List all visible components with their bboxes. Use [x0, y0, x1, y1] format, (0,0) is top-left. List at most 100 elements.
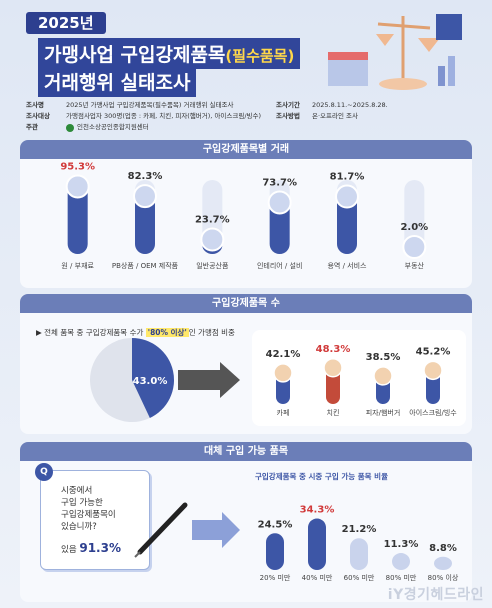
mini-bar-2 [448, 56, 455, 86]
survey-info: 조사명 2025년 가맹사업 구입강제품목(필수품목) 거래행위 실태조사 조사… [26, 100, 466, 133]
bar-icon [335, 184, 359, 209]
title-main: 가맹사업 구입강제품목 [44, 44, 226, 66]
substitute-chart-title: 구입강제품목 중 시중 구입 가능 품목 비율 [255, 472, 388, 481]
q-line4: 있습니까? [61, 522, 97, 532]
info-target-value: 가맹점사업자 300명(업종 : 카페, 치킨, 피자(햄버거), 아이스크림/… [66, 112, 262, 120]
section2-title: 구입강제품목 수 [20, 294, 472, 313]
title-line1: 가맹사업 구입강제품목(필수품목) [38, 38, 301, 69]
section-purchase-items: 구입강제품목별 거래 95.3% 원 / 부재료 82.3% PB상품 / OEM 제… [20, 140, 472, 288]
org-name-text: 인천소상공인종합지원센터 [77, 123, 149, 131]
bar-icon [402, 235, 427, 259]
chart-count: 43.0% 42.1% 카페 48.3% 치킨 38.5% 피자/햄버거 45.2% 아이스크림… [90, 330, 466, 426]
answer-yes: 있음 91.3% [61, 541, 121, 555]
bar-icon [133, 184, 157, 209]
q-line3: 구입강제품목이 [61, 510, 116, 520]
bar-icon [200, 227, 225, 252]
pen-icon [134, 502, 188, 558]
pie-slice [132, 338, 174, 419]
info-period-key: 조사기간 [276, 101, 300, 109]
bar [392, 553, 410, 570]
store-awning [328, 52, 368, 60]
org-logo-icon [66, 123, 74, 132]
box-icon [436, 14, 462, 40]
category-label: 용역 / 서비스 [327, 261, 367, 270]
value-label: 38.5% [366, 352, 401, 363]
category-label: 일반공산품 [196, 261, 229, 270]
info-period-value: 2025.8.11.~2025.8.28. [312, 101, 388, 109]
note-highlight: '80% 이상' [145, 328, 189, 337]
category-label: 인테리어 / 설비 [257, 261, 302, 270]
value-label: 11.3% [384, 539, 419, 550]
industry-icon [423, 360, 443, 381]
value-label: 81.7% [330, 172, 365, 183]
category-label: 40% 미만 [302, 573, 333, 582]
bar [337, 193, 357, 254]
arrow [192, 512, 240, 548]
mini-bar-1 [438, 66, 445, 86]
bar [135, 193, 155, 254]
value-label: 48.3% [316, 344, 351, 355]
category-label: 아이스크림/빙수 [409, 408, 457, 417]
question-box: Q 시중에서 구입 가능한 구입강제품목이 있습니까? 있음 91.3% [35, 463, 150, 570]
value-label: 24.5% [258, 519, 293, 530]
bar-icon [267, 190, 292, 215]
category-label: 80% 미만 [386, 573, 417, 582]
scale-pan-right [418, 38, 440, 52]
section3-title: 대체 구입 가능 품목 [20, 442, 472, 461]
bar [266, 533, 284, 570]
bar [67, 183, 88, 254]
store-icon [328, 58, 368, 86]
yes-value: 91.3% [79, 541, 121, 555]
category-label: 원 / 부재료 [61, 261, 94, 270]
bar-icon [65, 174, 90, 199]
info-org-key: 주관 [26, 123, 38, 131]
category-label: 부동산 [405, 261, 425, 270]
industry-icon [273, 363, 293, 383]
q-line1: 시중에서 [61, 486, 93, 496]
title-sub: (필수품목) [225, 47, 295, 65]
question-icon: Q [35, 463, 53, 481]
category-label: 피자/햄버거 [366, 408, 401, 417]
footer-logo: iY경기헤드라인 [387, 587, 484, 603]
industry-icon [323, 358, 343, 378]
category-label: 20% 미만 [260, 573, 291, 582]
note-post: 인 가맹점 비중 [188, 328, 235, 337]
value-label: 23.7% [195, 214, 230, 225]
category-label: 치킨 [327, 408, 340, 417]
category-label: 80% 이상 [428, 573, 459, 582]
chart-items: 95.3% 원 / 부재료 82.3% PB상품 / OEM 제작품 23.7% 일반공산… [60, 161, 428, 270]
header-illustration [328, 14, 462, 90]
info-target-key: 조사대상 [26, 112, 50, 120]
scale-pan-left [376, 34, 394, 46]
value-label: 8.8% [429, 543, 457, 554]
category-label: 60% 미만 [344, 573, 375, 582]
question-text: 시중에서 구입 가능한 구입강제품목이 있습니까? [61, 485, 116, 533]
section1-title: 구입강제품목별 거래 [20, 140, 472, 159]
value-label: 73.7% [262, 177, 297, 188]
title-line2: 거래행위 실태조사 [38, 66, 197, 97]
industry-panel [252, 330, 466, 426]
scale-base [379, 78, 427, 90]
value-label: 45.2% [416, 346, 451, 357]
info-method-key: 조사방법 [276, 112, 300, 120]
info-name-key: 조사명 [26, 101, 44, 109]
bar-track [404, 180, 425, 254]
value-label: 34.3% [300, 505, 335, 516]
bar [308, 518, 326, 570]
value-label: 95.3% [60, 161, 95, 172]
category-label: 카페 [277, 408, 290, 417]
value-label: 21.2% [342, 524, 377, 535]
value-label: 42.1% [266, 349, 301, 360]
note-pre: 전체 품목 중 구입강제품목 수가 [44, 328, 144, 337]
bar [350, 538, 368, 570]
chart-substitute: 24.5% 20% 미만 34.3% 40% 미만 21.2% 60% 미만 11.3% 80… [192, 505, 459, 582]
org-name: 인천소상공인종합지원센터 [66, 122, 149, 133]
info-name-value: 2025년 가맹사업 구입강제품목(필수품목) 거래행위 실태조사 [66, 101, 234, 109]
yes-label: 있음 [61, 545, 77, 555]
category-label: PB상품 / OEM 제작품 [112, 261, 179, 270]
bar [434, 556, 452, 570]
pie-value-label: 43.0% [133, 376, 168, 387]
info-method-value: 온·오프라인 조사 [312, 112, 358, 120]
value-label: 82.3% [128, 171, 163, 182]
